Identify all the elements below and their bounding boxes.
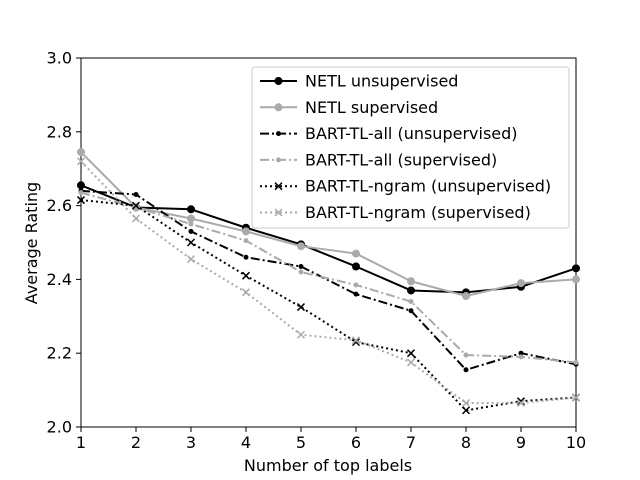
legend-label: BART-TL-all (unsupervised)	[305, 124, 518, 143]
data-point	[351, 336, 361, 345]
x-axis-label: Number of top labels	[244, 456, 412, 475]
x-tick-label: 9	[516, 433, 526, 452]
data-point	[518, 354, 524, 360]
legend-item: BART-TL-all (supervised)	[260, 150, 497, 169]
data-point	[186, 238, 196, 247]
data-point	[572, 264, 580, 273]
series-3	[78, 188, 579, 373]
data-point	[352, 262, 360, 271]
data-point	[571, 393, 581, 402]
data-point	[463, 367, 469, 373]
x-tick-label: 2	[131, 433, 141, 452]
legend-item: BART-TL-ngram (supervised)	[260, 203, 531, 222]
data-point	[298, 263, 304, 269]
data-point	[572, 275, 580, 284]
series-6	[76, 157, 581, 408]
data-point	[406, 358, 416, 367]
data-point	[131, 201, 141, 210]
series-line	[80, 199, 577, 412]
y-tick-label: 2.8	[47, 122, 72, 141]
data-point	[186, 255, 196, 264]
data-point	[407, 286, 415, 295]
x-tick-label: 10	[566, 433, 586, 452]
legend-marker	[274, 103, 283, 112]
data-point	[353, 282, 359, 288]
data-point	[351, 338, 361, 347]
data-point	[131, 214, 141, 223]
legend-label: BART-TL-ngram (supervised)	[305, 203, 531, 222]
data-point	[573, 359, 579, 365]
legend-label: BART-TL-ngram (unsupervised)	[305, 177, 551, 196]
data-point	[187, 205, 195, 214]
y-tick-label: 2.4	[47, 270, 72, 289]
data-point	[353, 291, 359, 297]
series-line	[80, 189, 577, 371]
data-point	[188, 228, 194, 234]
legend: NETL unsupervised NETL supervised BART-TL-…	[251, 66, 570, 229]
x-tick-label: 7	[406, 433, 416, 452]
series-line	[80, 191, 577, 364]
legend-item: NETL supervised	[260, 98, 438, 117]
legend-item: BART-TL-ngram (unsupervised)	[260, 177, 551, 196]
series-4	[78, 190, 579, 365]
data-point	[242, 227, 250, 236]
x-tick-label: 8	[461, 433, 471, 452]
legend-marker	[276, 157, 281, 163]
legend-marker	[274, 208, 283, 217]
legend-label: BART-TL-all (supervised)	[305, 150, 497, 169]
data-point	[133, 192, 139, 198]
data-point	[517, 279, 525, 288]
x-tick-label: 1	[76, 433, 86, 452]
x-tick-label: 5	[296, 433, 306, 452]
data-point	[241, 288, 251, 297]
y-tick-label: 2.2	[47, 344, 72, 363]
data-point	[77, 148, 85, 157]
data-point	[462, 292, 470, 301]
x-tick-label: 4	[241, 433, 251, 452]
series-5	[76, 196, 581, 415]
data-point	[243, 238, 249, 244]
data-point	[243, 254, 249, 260]
data-point	[463, 352, 469, 358]
legend-label: NETL supervised	[305, 98, 438, 117]
data-point	[76, 196, 86, 205]
data-point	[296, 330, 306, 339]
series-line	[80, 160, 577, 405]
x-tick-label: 6	[351, 433, 361, 452]
data-point	[408, 308, 414, 314]
data-point	[78, 190, 84, 196]
legend-marker	[274, 182, 283, 191]
data-point	[296, 303, 306, 312]
plot-frame	[80, 57, 577, 428]
legend-item: BART-TL-all (unsupervised)	[260, 124, 518, 143]
data-point	[76, 157, 86, 166]
x-tick-label: 3	[186, 433, 196, 452]
y-tick-label: 2.0	[47, 418, 72, 437]
y-tick-label: 3.0	[47, 49, 72, 68]
data-point	[188, 221, 194, 227]
data-point	[352, 249, 360, 258]
data-point	[408, 299, 414, 305]
data-point	[516, 398, 526, 408]
data-point	[297, 242, 305, 251]
data-point	[187, 214, 195, 223]
data-point	[461, 406, 471, 415]
data-point	[461, 398, 471, 408]
data-point	[77, 181, 85, 190]
data-point	[407, 277, 415, 286]
data-point	[241, 271, 251, 280]
y-axis-label: Average Rating	[22, 182, 41, 304]
data-point	[298, 269, 304, 275]
legend-item: NETL unsupervised	[260, 72, 458, 91]
legend-label: NETL unsupervised	[305, 72, 458, 91]
y-tick-label: 2.6	[47, 196, 72, 215]
legend-box	[251, 66, 570, 229]
legend-marker	[276, 131, 281, 137]
data-point	[406, 349, 416, 358]
legend-marker	[274, 77, 283, 85]
